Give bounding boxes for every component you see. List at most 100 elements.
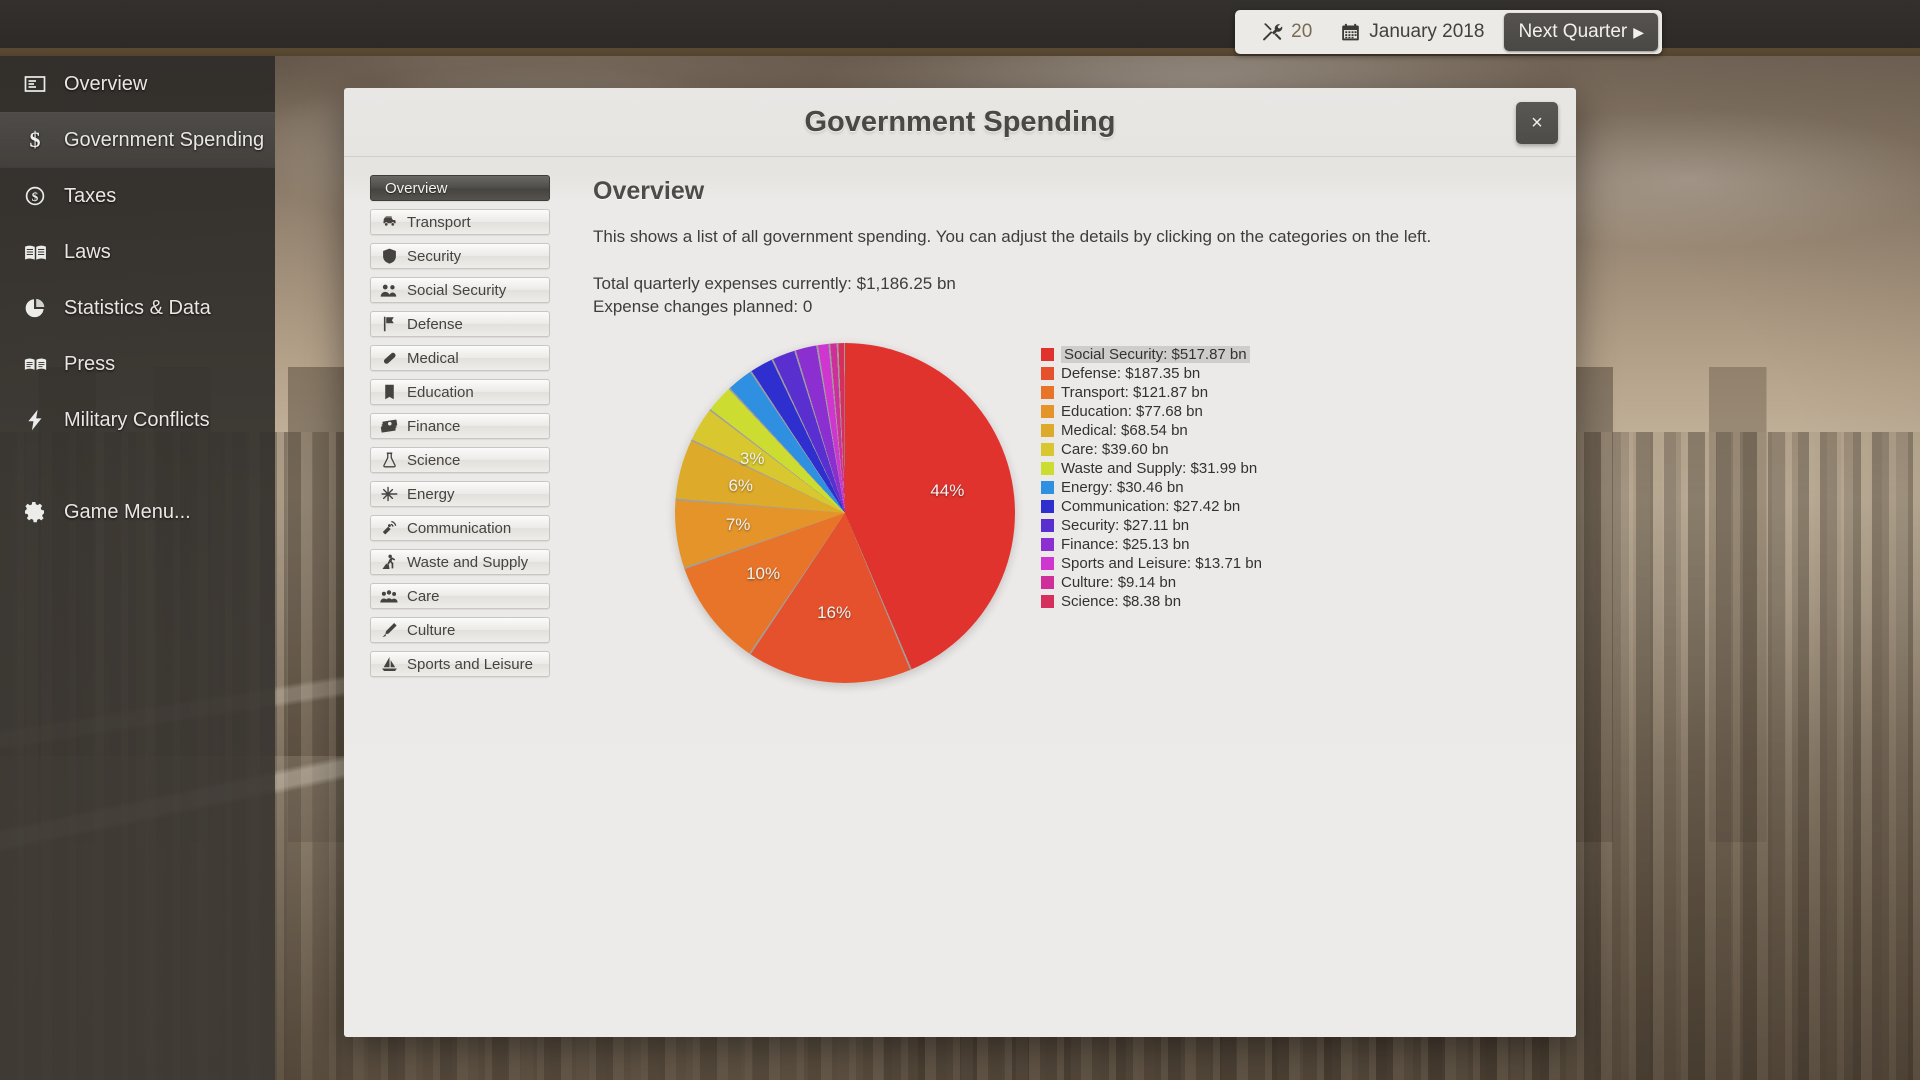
legend-label: Transport: $121.87 bn: [1061, 383, 1209, 401]
close-button[interactable]: ×: [1516, 102, 1558, 144]
legend-label: Social Security: $517.87 bn: [1061, 345, 1250, 363]
sidebar-item-laws[interactable]: Laws: [0, 224, 275, 280]
next-quarter-label: Next Quarter: [1518, 21, 1628, 42]
tab-label: Defense: [407, 315, 463, 333]
worker-icon: [380, 554, 398, 570]
legend-item: Medical: $68.54 bn: [1041, 421, 1262, 440]
tab-overview[interactable]: Overview: [370, 175, 550, 201]
sidebar-label: Laws: [64, 240, 111, 263]
tab-label: Waste and Supply: [407, 553, 529, 571]
overview-content: Overview This shows a list of all govern…: [550, 175, 1552, 703]
top-bar-accent: [0, 48, 1920, 56]
sidebar-item-press[interactable]: Press: [0, 336, 275, 392]
sailboat-icon: [380, 656, 398, 672]
content-heading: Overview: [593, 177, 705, 205]
legend-color-swatch: [1041, 556, 1054, 570]
legend-label: Security: $27.11 bn: [1061, 516, 1190, 534]
sidebar-label: Military Conflicts: [64, 408, 210, 431]
legend-color-swatch: [1041, 385, 1054, 399]
family-icon: [380, 589, 398, 604]
sidebar-item-taxes[interactable]: $ Taxes: [0, 168, 275, 224]
tab-label: Care: [407, 587, 440, 605]
calendar-icon: [1340, 22, 1361, 43]
legend-item: Culture: $9.14 bn: [1041, 573, 1262, 592]
legend-label: Waste and Supply: $31.99 bn: [1061, 459, 1258, 477]
flag-icon: [380, 316, 398, 332]
legend-label: Sports and Leisure: $13.71 bn: [1061, 554, 1262, 572]
legend-color-swatch: [1041, 499, 1054, 513]
tab-label: Security: [407, 247, 462, 265]
legend-item: Defense: $187.35 bn: [1041, 364, 1262, 383]
book-icon: [380, 384, 398, 400]
tab-education[interactable]: Education: [370, 379, 550, 405]
spending-chart-area: 44% 16% 10% 7% 6% 3% Social Security: $517.87…: [593, 342, 1552, 703]
legend-label: Communication: $27.42 bn: [1061, 497, 1241, 515]
spending-pie-chart: [675, 342, 1015, 683]
legend-item: Waste and Supply: $31.99 bn: [1041, 459, 1262, 478]
legend-label: Defense: $187.35 bn: [1061, 364, 1201, 382]
legend-color-swatch: [1041, 537, 1054, 551]
money-icon: [380, 419, 398, 434]
sidebar-label: Government Spending: [64, 128, 265, 151]
legend-color-swatch: [1041, 366, 1054, 380]
book-icon: [22, 240, 48, 265]
sidebar-label: Press: [64, 352, 116, 375]
sidebar-label: Overview: [64, 72, 148, 95]
legend-item: Energy: $30.46 bn: [1041, 478, 1262, 497]
pie-chart-icon: [22, 296, 48, 320]
legend-label: Energy: $30.46 bn: [1061, 478, 1184, 496]
pie-chart-container: 44% 16% 10% 7% 6% 3%: [675, 342, 1075, 683]
tab-sports-and-leisure[interactable]: Sports and Leisure: [370, 651, 550, 677]
people-icon: [380, 283, 398, 298]
expense-changes-line: Expense changes planned: 0: [593, 296, 813, 316]
legend-label: Care: $39.60 bn: [1061, 440, 1169, 458]
tab-culture[interactable]: Culture: [370, 617, 550, 643]
sidebar-item-military-conflicts[interactable]: Military Conflicts: [0, 392, 275, 448]
tab-security[interactable]: Security: [370, 243, 550, 269]
legend-color-swatch: [1041, 594, 1054, 608]
legend-label: Education: $77.68 bn: [1061, 402, 1203, 420]
next-quarter-button[interactable]: Next Quarter ▶: [1504, 13, 1658, 51]
energy-burst-icon: [380, 486, 398, 502]
pen-icon: [380, 622, 398, 638]
legend-color-swatch: [1041, 461, 1054, 475]
dialog-body: Overview Transport Sec: [344, 157, 1576, 703]
dialog-header: Government Spending ×: [344, 88, 1576, 157]
tab-transport[interactable]: Transport: [370, 209, 550, 235]
tab-defense[interactable]: Defense: [370, 311, 550, 337]
legend-label: Medical: $68.54 bn: [1061, 421, 1188, 439]
pie-slice-separators: [675, 342, 1015, 683]
legend-label: Science: $8.38 bn: [1061, 592, 1182, 610]
legend-item: Science: $8.38 bn: [1041, 592, 1262, 611]
legend-color-swatch: [1041, 442, 1054, 456]
tab-science[interactable]: Science: [370, 447, 550, 473]
play-arrow-icon: ▶: [1633, 23, 1644, 40]
dialog-title: Government Spending: [804, 106, 1116, 138]
tab-waste-and-supply[interactable]: Waste and Supply: [370, 549, 550, 575]
sidebar-item-game-menu[interactable]: Game Menu...: [0, 484, 275, 540]
tab-label: Social Security: [407, 281, 507, 299]
legend-color-swatch: [1041, 480, 1054, 494]
legend-item: Communication: $27.42 bn: [1041, 497, 1262, 516]
tab-label: Finance: [407, 417, 461, 435]
tab-communication[interactable]: Communication: [370, 515, 550, 541]
tab-finance[interactable]: Finance: [370, 413, 550, 439]
sidebar-item-government-spending[interactable]: $ Government Spending: [0, 112, 275, 168]
build-points-cell: 20: [1247, 10, 1326, 54]
tab-medical[interactable]: Medical: [370, 345, 550, 371]
flask-icon: [380, 452, 398, 468]
date-cell: January 2018: [1326, 10, 1498, 54]
sidebar-item-overview[interactable]: Overview: [0, 56, 275, 112]
gear-icon: [22, 500, 48, 524]
legend-color-swatch: [1041, 518, 1054, 532]
lightning-bolt-icon: [22, 408, 48, 432]
tab-label: Communication: [407, 519, 512, 537]
car-icon: [380, 215, 398, 230]
tab-energy[interactable]: Energy: [370, 481, 550, 507]
legend-item: Security: $27.11 bn: [1041, 516, 1262, 535]
sidebar-item-statistics-and-data[interactable]: Statistics & Data: [0, 280, 275, 336]
tab-label: Education: [407, 383, 474, 401]
tab-social-security[interactable]: Social Security: [370, 277, 550, 303]
shield-icon: [380, 248, 398, 264]
tab-care[interactable]: Care: [370, 583, 550, 609]
